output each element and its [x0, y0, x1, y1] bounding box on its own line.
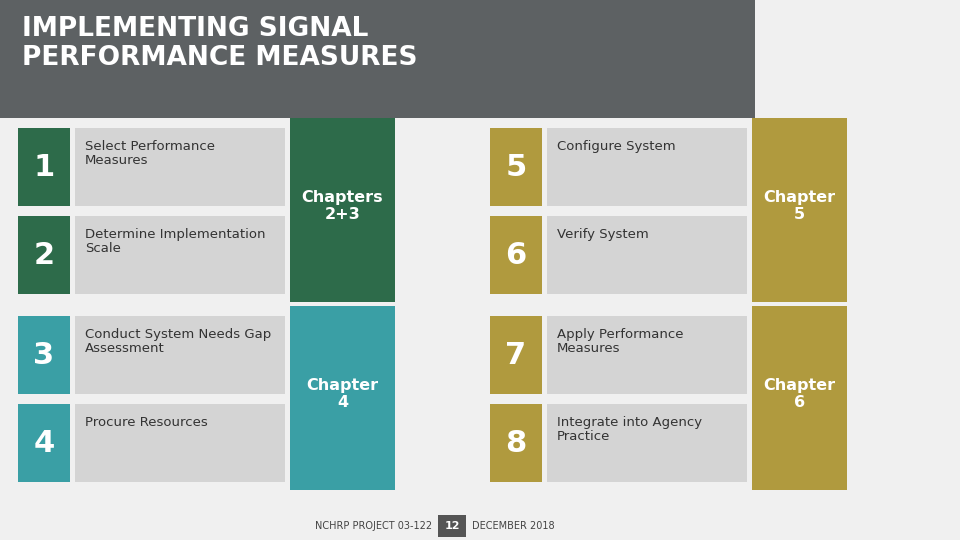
Text: 2: 2 — [34, 240, 55, 269]
Text: 8: 8 — [505, 429, 527, 457]
Bar — [18, 316, 70, 394]
Bar — [547, 404, 747, 482]
Bar — [290, 118, 395, 302]
Text: Apply Performance
Measures: Apply Performance Measures — [557, 328, 684, 355]
Text: Determine Implementation
Scale: Determine Implementation Scale — [85, 228, 266, 255]
Text: Procure Resources: Procure Resources — [85, 416, 207, 429]
Bar — [438, 515, 466, 537]
Text: 5: 5 — [505, 152, 527, 181]
Text: Integrate into Agency
Practice: Integrate into Agency Practice — [557, 416, 702, 443]
Text: 4: 4 — [34, 429, 55, 457]
Bar — [752, 306, 847, 490]
Text: Conduct System Needs Gap
Assessment: Conduct System Needs Gap Assessment — [85, 328, 272, 355]
Bar — [547, 316, 747, 394]
Bar — [490, 128, 542, 206]
Text: Verify System: Verify System — [557, 228, 649, 241]
Bar — [18, 128, 70, 206]
Text: 7: 7 — [505, 341, 527, 369]
Text: 3: 3 — [34, 341, 55, 369]
Text: DECEMBER 2018: DECEMBER 2018 — [472, 521, 555, 531]
Text: Configure System: Configure System — [557, 140, 676, 153]
Text: 12: 12 — [444, 521, 460, 531]
Text: 6: 6 — [505, 240, 527, 269]
Bar — [547, 128, 747, 206]
Bar — [290, 306, 395, 490]
Bar — [752, 118, 847, 302]
Bar — [75, 216, 285, 294]
Bar — [0, 0, 755, 118]
Bar — [18, 216, 70, 294]
Text: Chapter
4: Chapter 4 — [306, 378, 378, 410]
Bar — [490, 316, 542, 394]
Text: 1: 1 — [34, 152, 55, 181]
Text: Chapter
5: Chapter 5 — [763, 190, 835, 222]
Bar — [490, 216, 542, 294]
Text: NCHRP PROJECT 03-122: NCHRP PROJECT 03-122 — [315, 521, 432, 531]
Bar — [75, 316, 285, 394]
Bar — [490, 404, 542, 482]
Bar — [75, 404, 285, 482]
Bar — [75, 128, 285, 206]
Text: Select Performance
Measures: Select Performance Measures — [85, 140, 215, 167]
Text: Chapter
6: Chapter 6 — [763, 378, 835, 410]
Text: IMPLEMENTING SIGNAL
PERFORMANCE MEASURES: IMPLEMENTING SIGNAL PERFORMANCE MEASURES — [22, 16, 418, 71]
Bar — [547, 216, 747, 294]
Bar — [18, 404, 70, 482]
Text: Chapters
2+3: Chapters 2+3 — [301, 190, 383, 222]
